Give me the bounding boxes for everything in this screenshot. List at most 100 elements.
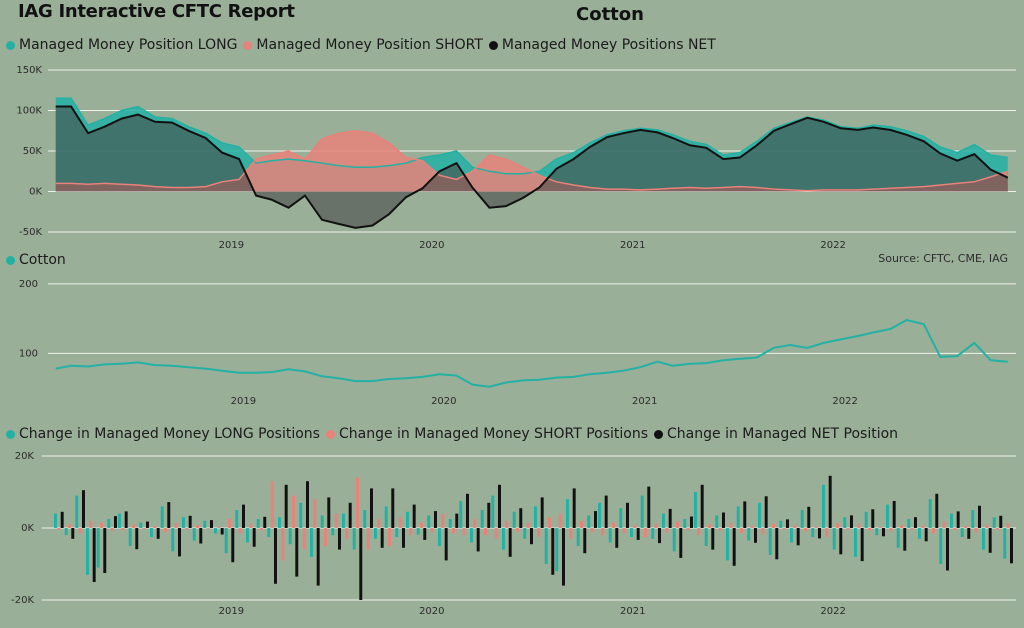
- bar-change-net: [1010, 528, 1013, 564]
- bar-change-long: [96, 528, 100, 568]
- bar-change-long: [139, 522, 143, 528]
- bar-change-long: [150, 528, 153, 537]
- bar-change-short: [100, 522, 103, 528]
- bar-change-short: [878, 526, 882, 528]
- bar-change-net: [359, 528, 363, 600]
- series-line-net: [55, 105, 1009, 229]
- bar-change-net: [679, 528, 683, 558]
- bar-change-net: [412, 504, 416, 528]
- bar-change-long: [534, 506, 537, 528]
- bar-change-short: [644, 528, 647, 537]
- bar-change-short: [846, 528, 850, 530]
- bar-change-short: [174, 523, 178, 528]
- bar-change-net: [530, 528, 533, 545]
- bar-change-long: [758, 502, 761, 528]
- legend-item-net[interactable]: Managed Money Positions NET: [488, 37, 716, 53]
- bar-change-long: [768, 528, 772, 555]
- bar-change-long: [459, 501, 463, 528]
- bar-change-net: [988, 528, 992, 553]
- bar-change-short: [206, 528, 210, 529]
- bar-change-long: [576, 528, 580, 546]
- bar-change-short: [964, 526, 967, 528]
- legend-label-change-net: Change in Managed NET Position: [667, 426, 899, 442]
- legend-item-change-net[interactable]: Change in Managed NET Position: [654, 426, 898, 442]
- bar-change-long: [640, 495, 644, 528]
- legend-item-change-long[interactable]: Change in Managed Money LONG Positions: [6, 426, 320, 442]
- bar-change-long: [651, 528, 655, 539]
- bar-change-long: [800, 510, 804, 528]
- bar-change-long: [363, 510, 367, 528]
- x-tick-label: 2019: [231, 396, 256, 407]
- bar-change-net: [519, 508, 523, 528]
- bar-change-short: [921, 525, 925, 528]
- bar-change-net: [732, 528, 736, 566]
- bar-change-net: [700, 484, 704, 528]
- x-tick-label: 2020: [419, 606, 444, 617]
- bar-change-net: [722, 512, 725, 528]
- x-tick-label: 2021: [632, 396, 657, 407]
- bar-change-short: [953, 528, 957, 531]
- bar-change-short: [270, 481, 274, 528]
- legend-item-change-short[interactable]: Change in Managed Money SHORT Positions: [325, 426, 648, 442]
- y-tick-label: 20K: [15, 451, 35, 462]
- bar-change-short: [676, 521, 679, 528]
- legend-item-long[interactable]: Managed Money Position LONG: [6, 37, 237, 53]
- bar-change-net: [402, 528, 405, 548]
- bar-change-short: [697, 528, 701, 536]
- bar-change-short: [228, 519, 231, 528]
- bar-change-net: [594, 511, 597, 528]
- bar-change-net: [476, 528, 480, 552]
- bar-change-long: [854, 528, 857, 557]
- bar-change-short: [750, 525, 754, 528]
- legend-dot-long: [6, 40, 15, 50]
- legend-item-cotton[interactable]: Cotton: [6, 252, 66, 268]
- bar-change-short: [164, 528, 167, 533]
- bar-change-long: [544, 528, 548, 564]
- bar-change-net: [71, 528, 75, 539]
- bar-change-long: [822, 484, 825, 528]
- bar-change-short: [324, 528, 327, 546]
- changes-chart: 20K 0K -20K 2019 2020 2021 2022: [11, 451, 1016, 617]
- bar-change-long: [182, 517, 185, 528]
- bar-change-long: [971, 510, 975, 528]
- bar-change-short: [558, 513, 562, 528]
- bar-change-short: [121, 528, 125, 531]
- bar-change-short: [814, 526, 818, 528]
- bar-change-short: [612, 522, 615, 528]
- bar-change-net: [146, 521, 149, 528]
- bar-change-long: [918, 528, 921, 539]
- bar-change-net: [892, 501, 896, 528]
- positions-chart: 150K 100K 50K 0K -50K 2019 2020 2021 2022: [16, 65, 1016, 251]
- legend-item-short[interactable]: Managed Money Position SHORT: [243, 37, 483, 53]
- source-note: Source: CFTC, CME, IAG: [878, 252, 1008, 265]
- bar-change-long: [843, 517, 847, 528]
- bar-change-short: [153, 526, 157, 528]
- x-tick-label: 2020: [431, 396, 456, 407]
- bar-change-net: [348, 502, 352, 528]
- legend-dot-change-long: [6, 429, 15, 439]
- bar-change-net: [434, 511, 437, 528]
- y-tick-label: 0K: [21, 523, 34, 534]
- bar-change-long: [160, 506, 164, 528]
- bar-change-net: [316, 528, 320, 586]
- bar-change-short: [217, 526, 221, 528]
- bar-change-long: [950, 513, 953, 528]
- x-tick-label: 2021: [620, 606, 645, 617]
- bar-change-short: [857, 523, 861, 528]
- bar-change-net: [466, 493, 469, 528]
- bar-change-net: [967, 528, 971, 539]
- bar-change-short: [1006, 523, 1010, 528]
- bar-change-net: [828, 475, 832, 528]
- x-tick-label: 2020: [419, 240, 444, 251]
- changes-legend: Change in Managed Money LONG Positions C…: [6, 426, 904, 442]
- bar-change-short: [708, 524, 711, 528]
- bar-change-short: [302, 528, 306, 550]
- bar-change-long: [320, 515, 324, 528]
- bar-change-short: [526, 522, 530, 528]
- bar-change-long: [875, 528, 879, 536]
- bar-change-long: [608, 528, 612, 543]
- bar-change-long: [480, 510, 484, 528]
- bar-change-long: [598, 502, 601, 528]
- price-line: [55, 318, 1008, 388]
- bar-change-long: [832, 528, 836, 550]
